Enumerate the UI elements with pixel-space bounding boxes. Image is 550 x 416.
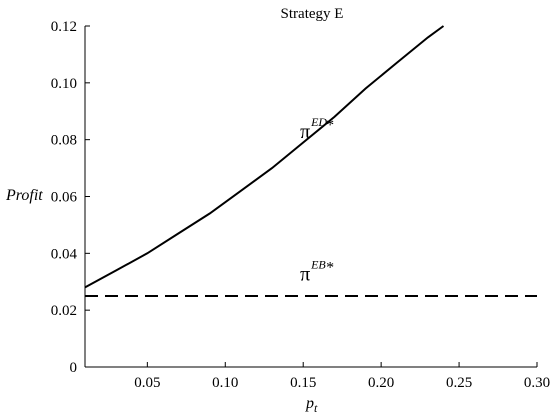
y-tick-label: 0: [70, 360, 78, 376]
series-annotation: π ED *: [300, 115, 334, 143]
annotation-star: *: [326, 117, 334, 134]
x-tick-label: 0.25: [446, 375, 472, 391]
x-axis-label-sub: t: [314, 401, 318, 415]
chart-title: Strategy E: [281, 6, 344, 22]
y-tick-label: 0.02: [51, 303, 77, 319]
y-tick-label: 0.12: [51, 19, 77, 35]
x-tick-label: 0.05: [134, 375, 160, 391]
annotation-layer: π ED *π EB *: [300, 115, 334, 285]
y-tick-label: 0.04: [51, 246, 78, 262]
x-tick-label: 0.15: [290, 375, 316, 391]
annotation-superscript: ED: [310, 115, 327, 129]
axes: 0 0.02 0.04 0.06 0.08 0.10 0.12 0.05 0.10 0.15 0.2…: [51, 19, 550, 391]
y-tick-label: 0.08: [51, 133, 77, 149]
series-layer: [84, 25, 537, 297]
annotation-star: *: [326, 259, 334, 276]
annotation-superscript: EB: [310, 257, 326, 271]
y-tick-label: 0.10: [51, 76, 77, 92]
series-line-ed: [84, 25, 445, 289]
x-axis-label-main: p: [305, 395, 314, 412]
y-axis-label: Profit: [5, 187, 43, 204]
annotation-pi: π: [300, 121, 310, 143]
annotation-pi: π: [300, 263, 310, 285]
series-annotation: π EB *: [300, 257, 334, 285]
x-tick-label: 0.30: [524, 375, 550, 391]
x-tick-label: 0.10: [212, 375, 238, 391]
y-tick-label: 0.06: [51, 190, 78, 206]
x-axis-label: pt: [305, 395, 318, 415]
x-tick-label: 0.20: [368, 375, 394, 391]
